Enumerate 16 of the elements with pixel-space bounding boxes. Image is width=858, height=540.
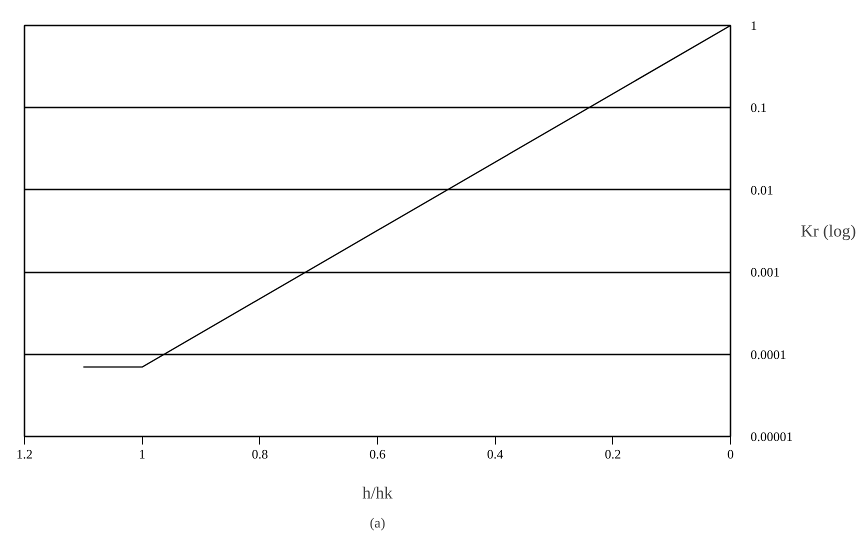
text: (a)	[370, 516, 386, 532]
y-tick-label: 0.01	[750, 182, 774, 198]
y-tick-label: 0.001	[750, 264, 780, 280]
x-tick-label: 1	[138, 446, 146, 462]
y-tick-label: 0.0001	[750, 346, 786, 362]
x-tick-label: 0	[727, 446, 734, 462]
y-axis-title: Kr (log)	[800, 222, 856, 240]
x-tick-label: 0.6	[369, 446, 386, 462]
y-tick-label: 0.00001	[750, 429, 793, 444]
x-tick-label: 0.8	[252, 446, 268, 462]
y-tick-label: 0.1	[750, 100, 767, 116]
x-tick-label: 0.4	[487, 446, 504, 462]
x-tick-label: 0.2	[604, 446, 621, 462]
x-tick-label: 1.2	[16, 446, 33, 462]
x-axis-title: h/hk	[362, 484, 394, 502]
y-tick-label: 1	[750, 18, 757, 33]
